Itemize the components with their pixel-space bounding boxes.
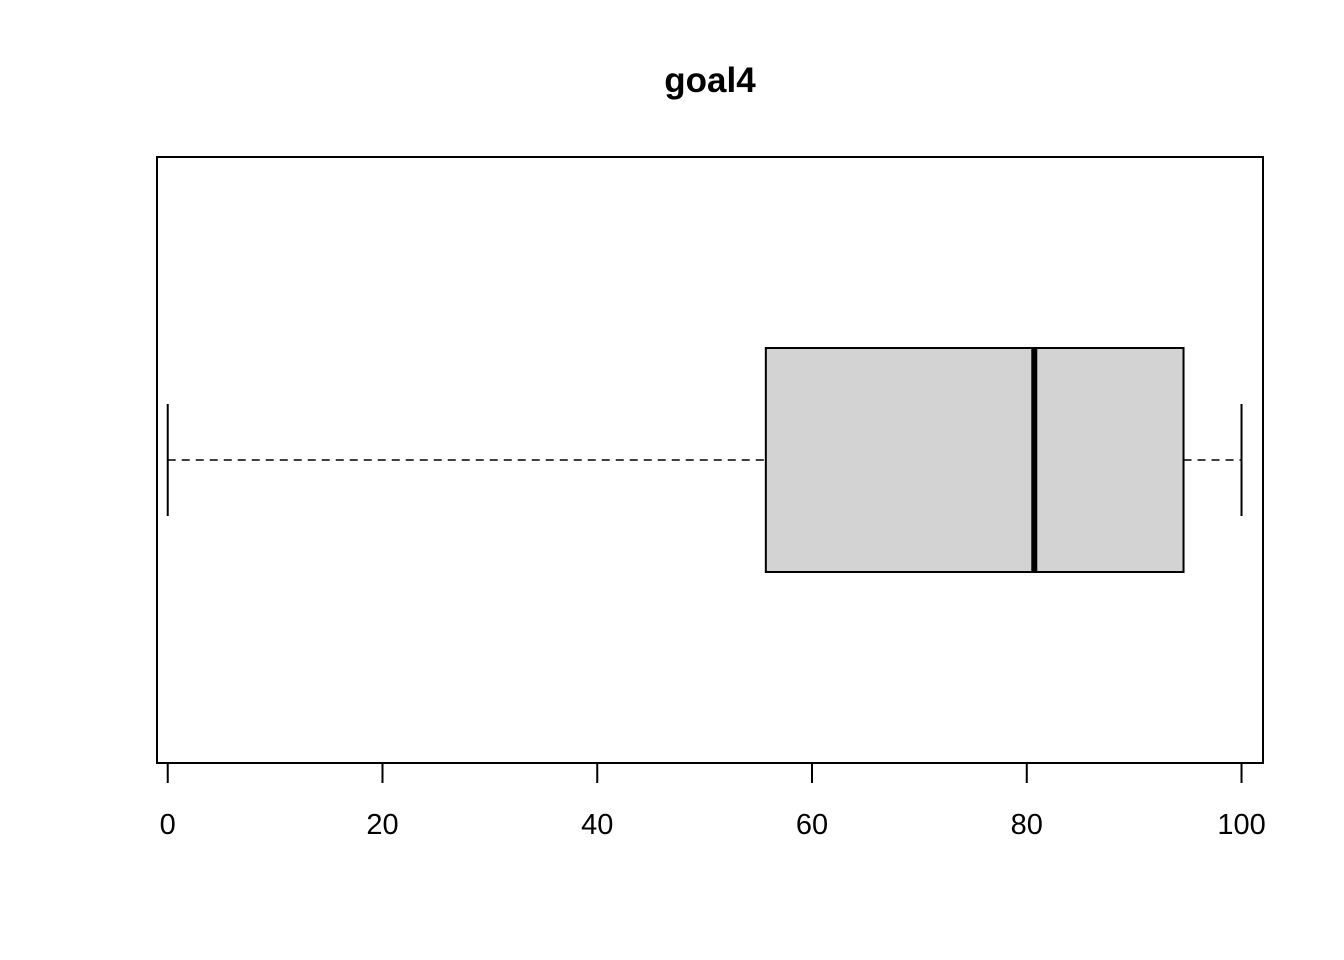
iqr-box bbox=[764, 347, 1185, 573]
x-axis: 0 20 40 60 80 100 bbox=[160, 762, 1266, 841]
x-tick-label: 100 bbox=[1217, 809, 1265, 841]
x-tick-label: 0 bbox=[160, 809, 176, 841]
x-tick-label: 40 bbox=[581, 809, 613, 841]
chart-title: goal4 bbox=[664, 61, 756, 100]
box-group bbox=[166, 347, 1243, 573]
x-tick-label: 60 bbox=[796, 809, 828, 841]
x-tick-label: 80 bbox=[1011, 809, 1043, 841]
x-tick-label: 20 bbox=[366, 809, 398, 841]
